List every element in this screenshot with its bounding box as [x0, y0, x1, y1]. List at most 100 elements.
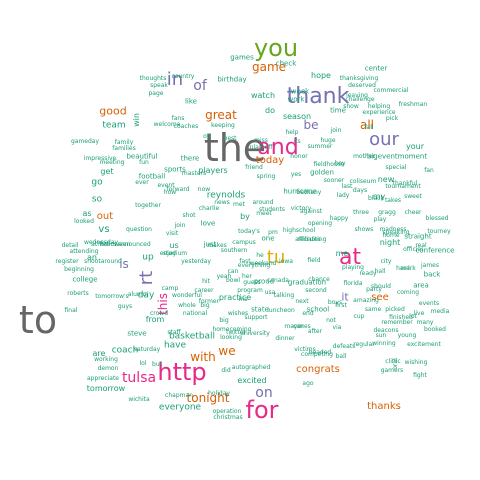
word-black: black: [368, 195, 384, 202]
word-win: win: [132, 113, 141, 127]
word-day: day: [137, 290, 155, 301]
word-roberts: roberts: [67, 290, 89, 297]
word-as: as: [82, 209, 92, 218]
word-operation: operation: [212, 408, 242, 415]
word-friend: friend: [245, 164, 263, 171]
word-out: out: [96, 211, 114, 222]
word-sun: sun: [375, 332, 387, 339]
word-hard: hard: [396, 265, 410, 272]
word-homecoming: homecoming: [212, 326, 252, 333]
word-question: question: [126, 226, 152, 233]
word-announced: announced: [117, 241, 151, 248]
word-canes: canes: [293, 323, 311, 330]
word-her: her: [242, 273, 252, 280]
word-register: register: [55, 258, 79, 265]
word-guys: guys: [117, 303, 133, 310]
word-clinic: clinic: [385, 358, 401, 365]
word-today: today: [255, 155, 285, 166]
word-demon: demon: [97, 365, 119, 372]
word-recruiting: recruiting: [297, 236, 327, 243]
word-page: page: [148, 90, 164, 97]
word-meet: meet: [256, 210, 272, 217]
word-helping: helping: [367, 103, 391, 110]
word-deserved: deserved: [348, 82, 376, 89]
word-college: college: [72, 275, 98, 284]
word-congrats: congrats: [296, 364, 340, 375]
word-get: get: [100, 167, 114, 176]
word-did: did: [221, 367, 231, 374]
word-watch: watch: [250, 91, 276, 100]
word-headed: headed: [308, 349, 332, 356]
word-cheer: cheer: [404, 209, 422, 216]
word-tomorrow-s: tomorrow's: [95, 293, 129, 300]
word-yes: yes: [290, 171, 302, 178]
word-last: last: [341, 183, 353, 190]
word-media: media: [430, 308, 450, 315]
word-thanks: thanks: [367, 401, 401, 412]
word-weekend: weekend: [249, 260, 277, 267]
word-fall: fall: [364, 124, 374, 131]
word-beginning: beginning: [64, 266, 94, 273]
word-excitement: excitement: [407, 341, 441, 348]
word-conference: conference: [415, 246, 455, 255]
word-hey: hey: [334, 160, 346, 167]
word-city: city: [380, 258, 392, 265]
word-charlie: charlie: [198, 205, 220, 212]
word-speak: speak: [150, 82, 168, 89]
word-love: love: [200, 219, 216, 228]
word-bethany: bethany: [296, 189, 322, 196]
word-big: big: [219, 317, 229, 324]
word-the: the: [203, 126, 267, 170]
word-commercial: commercial: [373, 87, 409, 94]
word-camp: camp: [161, 285, 179, 292]
word-like: like: [184, 97, 198, 106]
word-victory: victory: [290, 205, 312, 212]
word-whole: whole: [178, 302, 196, 309]
word-freshman: freshman: [398, 101, 428, 108]
word-iowa: iowa: [279, 258, 293, 265]
word-guess: guess: [243, 279, 261, 286]
word-official: official: [403, 246, 423, 253]
word-stadium: stadium: [162, 250, 188, 257]
word-lot: lot: [409, 313, 417, 320]
word-picked: picked: [385, 306, 405, 313]
word-attending: attending: [69, 248, 99, 255]
word-next: next: [295, 298, 309, 305]
word-talking: talking: [273, 292, 295, 299]
word-detail: detail: [61, 242, 79, 249]
word-real: real: [415, 242, 427, 249]
word-ball: ball: [335, 353, 347, 360]
word-speaking: speaking: [382, 229, 410, 236]
word-remember: remember: [381, 319, 413, 326]
word-booked: booked: [424, 326, 446, 333]
word-play: play: [373, 216, 387, 223]
word-coliseum: coliseum: [349, 178, 377, 185]
word-how: how: [163, 189, 177, 196]
word-thankful: thankful: [392, 180, 418, 187]
word-madness: madness: [379, 226, 407, 233]
word-after: after: [307, 328, 323, 335]
word-he: he: [256, 252, 264, 259]
word-are: are: [92, 349, 106, 358]
word-spring: spring: [256, 173, 276, 180]
word-and: and: [257, 135, 299, 160]
word-excited: excited: [237, 376, 267, 385]
word-have: have: [163, 340, 187, 351]
word-gameday: gameday: [70, 138, 100, 145]
word-center: center: [364, 64, 388, 73]
word-with: with: [190, 350, 216, 364]
word-fast: fast: [239, 258, 251, 265]
word-james: james: [420, 262, 440, 269]
word-athletics: athletics: [91, 241, 117, 248]
word-young: young: [397, 332, 417, 339]
word-chance: chance: [308, 276, 330, 283]
word-sweet: sweet: [404, 193, 422, 200]
word-your: your: [406, 142, 424, 151]
word-many: many: [416, 319, 434, 326]
word-back: back: [423, 270, 441, 279]
word-mayor: mayor: [284, 323, 304, 330]
word-big: big: [200, 302, 210, 309]
word-working: working: [94, 356, 118, 363]
word-should: should: [371, 283, 391, 290]
word-takes: takes: [384, 197, 402, 204]
